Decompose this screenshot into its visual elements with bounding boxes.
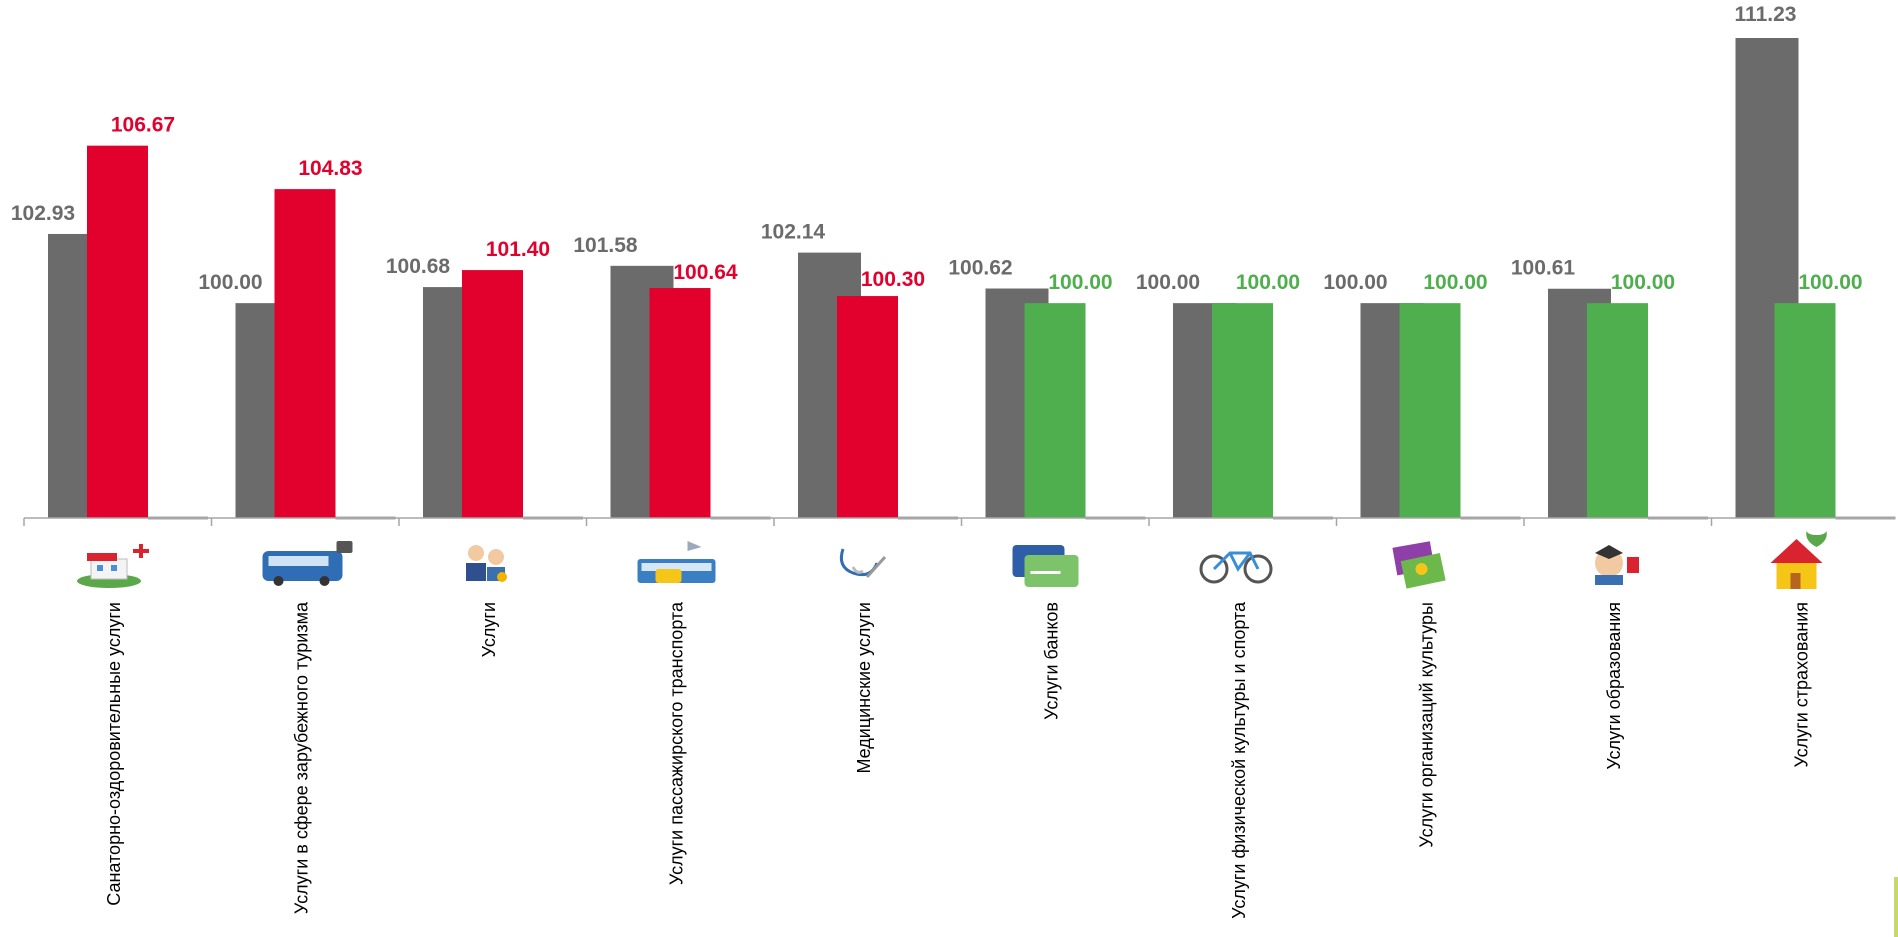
category-label: Услуги организаций культуры	[1417, 602, 1437, 848]
category-label: Услуги образования	[1604, 602, 1624, 770]
value-label-prev: 102.14	[761, 221, 826, 244]
bicycle-icon	[1199, 551, 1273, 584]
stethoscope-icon	[839, 548, 887, 579]
value-label-prev: 100.61	[1511, 257, 1576, 280]
value-label-prev: 100.00	[1136, 271, 1200, 294]
bar-current	[462, 270, 523, 518]
value-label-prev: 100.68	[386, 255, 451, 278]
value-label-current: 100.00	[1048, 271, 1112, 294]
value-label-current: 100.00	[1236, 271, 1300, 294]
insured-house-icon	[1770, 531, 1827, 589]
value-label-current: 106.67	[111, 114, 175, 137]
bar-current	[274, 189, 336, 518]
graduate-icon	[1595, 545, 1639, 585]
category-label: Услуги в сфере зарубежного туризма	[292, 601, 312, 914]
value-label-prev: 100.00	[198, 271, 262, 294]
value-label-current: 100.00	[1611, 271, 1675, 294]
category-label: Услуги банков	[1042, 602, 1062, 720]
sanatorium-icon	[77, 544, 149, 588]
value-label-current: 100.64	[673, 261, 738, 284]
bank-card-icon	[1012, 545, 1079, 587]
category-label: Санаторно-оздоровительные услуги	[104, 602, 124, 906]
category-label: Услуги страхования	[1792, 602, 1812, 768]
bars-group	[48, 38, 1896, 520]
category-label: Услуги пассажирского транспорта	[667, 601, 687, 885]
bar-current	[649, 288, 711, 518]
value-label-prev: 102.93	[11, 202, 75, 225]
value-label-current: 101.40	[486, 238, 550, 261]
bar-current	[1024, 303, 1086, 518]
value-label-current: 100.00	[1423, 271, 1487, 294]
public-transport-icon	[637, 541, 716, 583]
theatre-tickets-icon	[1392, 541, 1446, 589]
corner-decoration	[1894, 877, 1898, 937]
bar-current	[837, 296, 898, 518]
value-labels: 102.93 106.67 100.00 104.83 100.68 101.40 101.…	[11, 3, 1863, 294]
x-axis-ticks	[23, 518, 1713, 526]
value-label-current: 104.83	[298, 157, 362, 180]
bar-current	[87, 145, 148, 518]
tour-bus-icon	[262, 541, 353, 586]
category-label: Медицинские услуги	[854, 602, 874, 774]
bar-current	[1212, 303, 1273, 518]
value-label-current: 100.30	[861, 268, 925, 291]
bar-current	[1774, 303, 1836, 518]
services-people-icon	[466, 545, 507, 582]
category-labels: Санаторно-оздоровительные услуги Услуги в…	[104, 601, 1812, 919]
bar-current	[1399, 303, 1461, 518]
value-label-current: 100.00	[1798, 271, 1862, 294]
bar-current	[1587, 303, 1648, 518]
category-icons	[77, 531, 1827, 589]
category-label: Услуги	[479, 602, 499, 657]
value-label-prev: 100.00	[1323, 271, 1387, 294]
value-label-prev: 100.62	[948, 257, 1012, 280]
value-label-prev: 111.23	[1735, 3, 1797, 26]
value-label-prev: 101.58	[573, 234, 638, 257]
category-label: Услуги физической культуры и спорта	[1229, 601, 1249, 919]
